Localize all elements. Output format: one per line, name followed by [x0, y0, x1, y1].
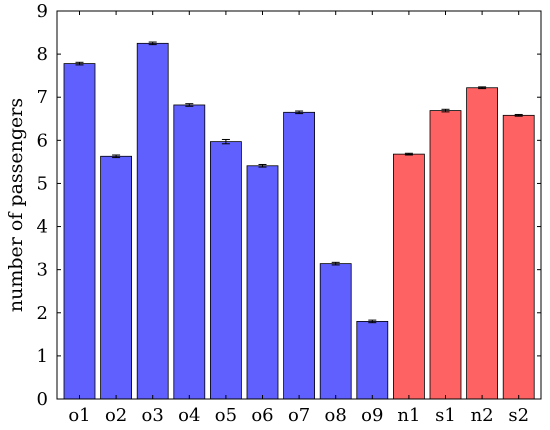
error-bar-o1 [75, 61, 84, 66]
y-tick-label-5: 5 [37, 173, 48, 194]
bar-s2 [502, 114, 535, 400]
bar-o7 [283, 111, 316, 400]
error-bar-o7 [295, 110, 304, 115]
y-tick-label-4: 4 [37, 217, 48, 238]
error-bar-o3 [148, 41, 157, 46]
x-tick-label-o2: o2 [105, 405, 127, 425]
y-tick-label-8: 8 [37, 44, 48, 65]
x-tick-label-o4: o4 [178, 405, 200, 425]
y-tick-label-3: 3 [37, 260, 48, 281]
y-tick-label-7: 7 [37, 87, 48, 108]
y-axis-label: number of passengers [5, 98, 27, 312]
x-tick-label-o3: o3 [142, 405, 164, 425]
bar-o3 [136, 42, 169, 400]
bar-o8 [319, 263, 352, 400]
bar-o4 [173, 104, 206, 400]
bar-n1 [392, 153, 425, 400]
bar-n2 [466, 87, 499, 400]
error-bar-n1 [404, 152, 413, 156]
y-tick-label-9: 9 [37, 1, 48, 22]
y-tick-label-1: 1 [37, 346, 48, 367]
error-bar-n2 [478, 86, 487, 90]
x-tick-label-o8: o8 [325, 405, 347, 425]
bar-o5 [209, 141, 242, 400]
x-tick-label-o7: o7 [288, 405, 310, 425]
x-tick-label-o9: o9 [361, 405, 383, 425]
error-bars-layer [75, 41, 523, 324]
bar-o2 [100, 155, 132, 400]
y-tick-label-6: 6 [37, 130, 48, 151]
error-bar-o6 [258, 163, 267, 168]
bar-o1 [63, 63, 96, 400]
x-tick-label-s1: s1 [435, 405, 456, 425]
y-tick-label-0: 0 [37, 389, 48, 410]
bar-o9 [356, 320, 389, 400]
y-axis-ticks: 0 1 2 3 4 5 6 7 8 9 [37, 1, 541, 410]
x-tick-label-o1: o1 [68, 405, 90, 425]
error-bar-s1 [441, 108, 450, 113]
error-bar-o4 [185, 103, 194, 107]
bar-s1 [429, 110, 462, 400]
error-bar-o9 [368, 319, 377, 324]
x-tick-label-o6: o6 [251, 405, 273, 425]
bars-layer [63, 42, 535, 400]
error-bar-o2 [112, 154, 121, 159]
y-tick-label-2: 2 [37, 303, 48, 324]
x-axis-ticks: o1 o2 o3 o4 o5 o6 o7 o8 o9 n1 s1 n2 s2 [68, 11, 529, 426]
x-tick-label-n1: n1 [397, 405, 420, 425]
error-bar-s2 [514, 113, 523, 117]
x-tick-label-o5: o5 [215, 405, 237, 425]
x-tick-label-s2: s2 [508, 405, 529, 425]
error-bar-o5 [221, 138, 230, 145]
x-tick-label-n2: n2 [471, 405, 494, 425]
error-bar-o8 [331, 261, 340, 266]
bar-o6 [246, 165, 279, 400]
